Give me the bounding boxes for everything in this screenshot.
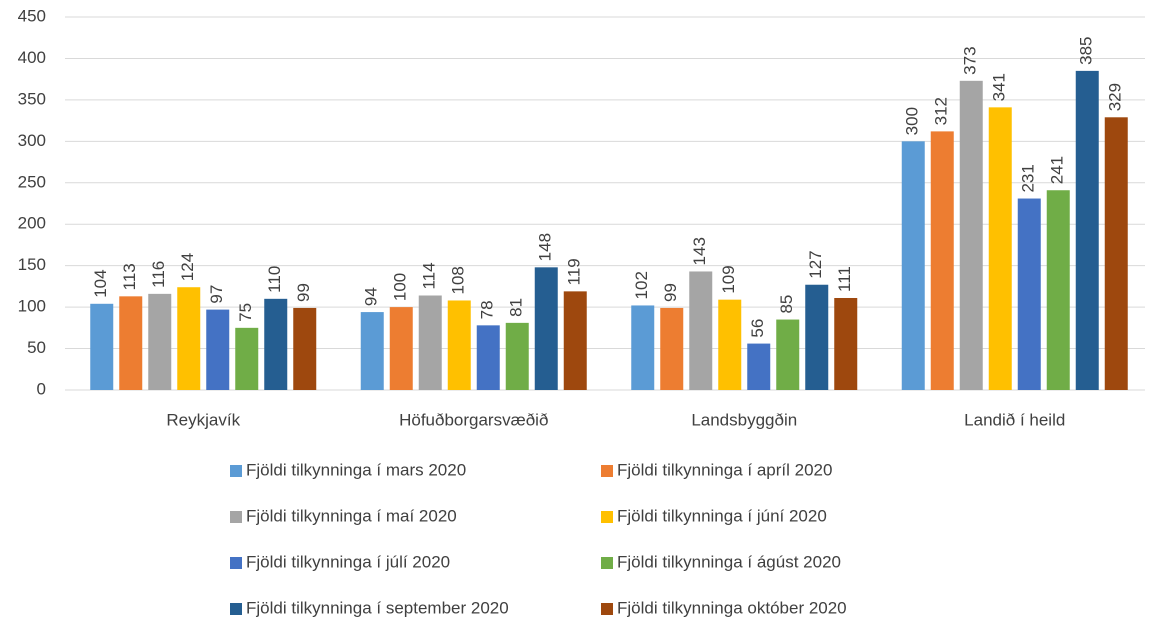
legend-swatch: [230, 557, 242, 569]
legend-label: Fjöldi tilkynninga í ágúst 2020: [617, 552, 841, 571]
legend-label: Fjöldi tilkynninga í júní 2020: [617, 506, 827, 525]
legend-swatch: [230, 603, 242, 615]
y-tick-label: 150: [18, 255, 46, 274]
y-tick-label: 0: [37, 379, 46, 398]
bar: [505, 322, 529, 390]
value-label: 99: [661, 283, 680, 302]
bar: [747, 343, 771, 390]
value-label: 56: [748, 319, 767, 338]
bar: [447, 300, 471, 390]
value-label: 110: [265, 266, 284, 293]
value-label: 300: [903, 107, 922, 135]
legend-label: Fjöldi tilkynninga í júlí 2020: [246, 552, 450, 571]
y-tick-label: 50: [27, 338, 46, 357]
bar: [534, 267, 558, 390]
bar: [959, 80, 983, 390]
value-label: 111: [835, 266, 854, 292]
legend-swatch: [230, 465, 242, 477]
bar: [776, 319, 800, 390]
bar: [177, 287, 201, 390]
y-tick-label: 400: [18, 48, 46, 67]
bar: [988, 107, 1012, 391]
legend-swatch: [601, 557, 613, 569]
bar: [206, 309, 230, 390]
value-label: 85: [777, 295, 796, 314]
x-tick-label: Landsbyggðin: [691, 410, 797, 429]
value-label: 81: [507, 298, 526, 317]
value-label: 109: [719, 265, 738, 293]
value-label: 94: [362, 287, 381, 306]
y-tick-label: 300: [18, 131, 46, 150]
bar: [389, 307, 413, 390]
value-label: 124: [178, 253, 197, 281]
legend-label: Fjöldi tilkynninga í mars 2020: [246, 460, 466, 479]
legend-swatch: [230, 511, 242, 523]
value-label: 127: [806, 250, 825, 278]
bar: [235, 327, 259, 390]
bar: [901, 141, 925, 390]
legend-label: Fjöldi tilkynninga október 2020: [617, 598, 847, 617]
value-label: 143: [690, 237, 709, 265]
legend-swatch: [601, 603, 613, 615]
y-tick-label: 100: [18, 297, 46, 316]
x-tick-label: Höfuðborgarsvæðið: [399, 410, 548, 429]
y-tick-label: 200: [18, 214, 46, 233]
bar: [119, 296, 143, 390]
bar: [476, 325, 500, 390]
x-tick-label: Landið í heild: [964, 410, 1065, 429]
value-label: 148: [536, 233, 555, 261]
bar: [264, 298, 288, 390]
value-label: 113: [120, 263, 139, 290]
value-label: 385: [1077, 37, 1096, 65]
y-tick-label: 250: [18, 172, 46, 191]
bar: [418, 295, 442, 390]
bar: [1046, 190, 1070, 390]
bar: [293, 307, 317, 390]
bar: [563, 291, 587, 390]
value-label: 116: [149, 261, 168, 288]
y-tick-label: 450: [18, 6, 46, 25]
bar: [1104, 117, 1128, 390]
legend-swatch: [601, 511, 613, 523]
value-label: 231: [1019, 164, 1038, 192]
value-label: 241: [1048, 156, 1067, 184]
bar: [805, 284, 829, 390]
bar: [148, 293, 172, 390]
value-label: 312: [932, 97, 951, 125]
value-label: 102: [632, 271, 651, 299]
legend-label: Fjöldi tilkynninga í maí 2020: [246, 506, 457, 525]
legend-label: Fjöldi tilkynninga í september 2020: [246, 598, 509, 617]
value-label: 114: [420, 262, 439, 289]
value-label: 104: [91, 269, 110, 297]
value-label: 119: [565, 258, 584, 285]
x-tick-label: Reykjavík: [166, 410, 240, 429]
y-tick-label: 350: [18, 89, 46, 108]
bar: [718, 299, 742, 390]
bar: [660, 307, 684, 390]
value-label: 341: [990, 73, 1009, 101]
value-label: 329: [1106, 83, 1125, 111]
bar: [1075, 70, 1099, 390]
value-label: 75: [236, 303, 255, 322]
bar: [90, 303, 114, 390]
bar: [689, 271, 713, 390]
bar: [930, 131, 954, 391]
bar: [631, 305, 655, 390]
value-label: 78: [478, 300, 497, 319]
bar: [834, 297, 858, 390]
value-label: 373: [961, 46, 980, 74]
legend-swatch: [601, 465, 613, 477]
value-label: 99: [294, 283, 313, 302]
value-label: 97: [207, 285, 226, 304]
bar: [360, 312, 384, 390]
value-label: 100: [391, 273, 410, 301]
legend-label: Fjöldi tilkynninga í apríl 2020: [617, 460, 832, 479]
value-label: 108: [449, 266, 468, 294]
bar: [1017, 198, 1041, 390]
